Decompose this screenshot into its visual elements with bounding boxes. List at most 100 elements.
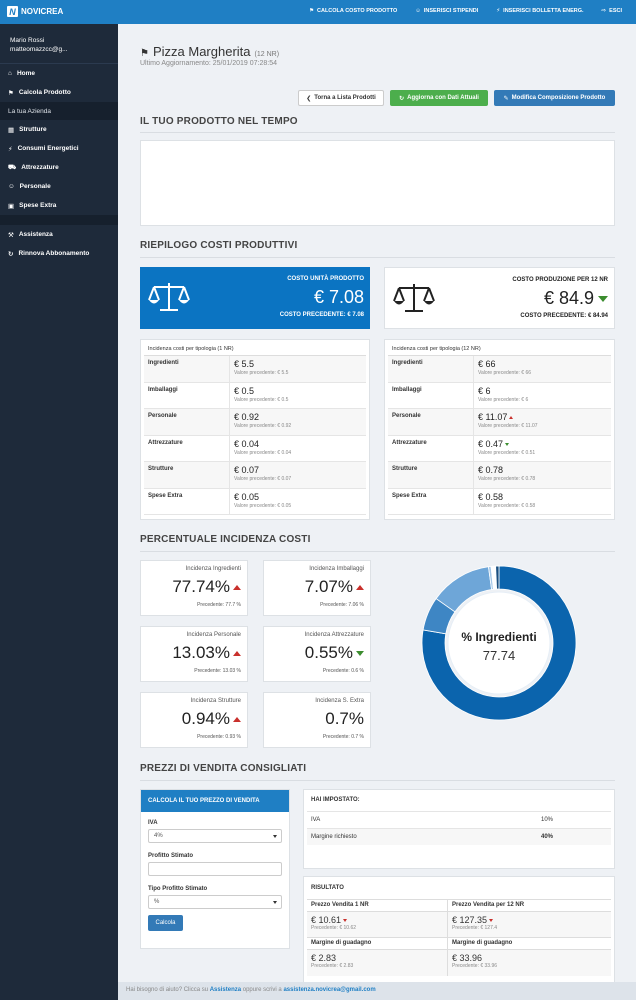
profit-input[interactable] — [148, 862, 282, 876]
setting-key: Margine richiesto — [311, 834, 357, 840]
iva-select[interactable]: 4% — [148, 829, 282, 843]
row-value-cell: € 0.5 Valore precedente: € 0.5 — [229, 382, 366, 408]
brand[interactable]: N NOVICREA — [7, 6, 63, 17]
row-value-cell: € 0.07 Valore precedente: € 0.07 — [229, 462, 366, 488]
table-row: Spese Extra € 0.58 Valore precedente: € 0.… — [388, 488, 611, 515]
donut-slice[interactable] — [495, 565, 500, 590]
pct-prev: Precedente: 13.03 % — [194, 668, 241, 674]
footer-text: oppure scrivi a — [242, 987, 282, 993]
footer-email-link[interactable]: assistenza.novicrea@gmail.com — [283, 987, 376, 993]
donut-title: % Ingredienti — [461, 630, 536, 644]
edit-button-label: Modifica Composizione Prodotto — [511, 95, 606, 101]
row-label: Personale — [392, 413, 421, 419]
pct-value-wrap: 0.7% — [325, 709, 364, 729]
row-label: Ingredienti — [148, 360, 179, 366]
table-title: Incidenza costi per tipologia (1 NR) — [144, 343, 366, 356]
refresh-icon: ↻ — [8, 250, 14, 258]
row-value: € 0.47 — [478, 438, 504, 449]
row-value: € 0.05 — [234, 491, 260, 502]
pct-label: Incidenza Personale — [186, 632, 241, 638]
sidebar-item-personale[interactable]: ☺ Personale — [0, 177, 118, 196]
setting-row-margine: Margine richiesto 40% — [307, 828, 611, 845]
pct-card: Incidenza Attrezzature 0.55% Precedente: 0… — [263, 626, 371, 682]
row-label: Strutture — [148, 466, 174, 472]
pct-label: Incidenza Attrezzature — [304, 632, 364, 638]
trend-down-icon — [343, 919, 348, 923]
result-cell: € 2.83 Precedente: € 2.83 — [307, 950, 447, 976]
table-row: Attrezzature € 0.47 Valore precedente: € 0… — [388, 435, 611, 462]
footer-assistenza-link[interactable]: Assistenza — [209, 987, 242, 993]
scale-icon — [393, 284, 435, 312]
row-label: Spese Extra — [392, 492, 427, 499]
trend-up-icon — [233, 584, 241, 590]
iva-label: IVA — [148, 820, 158, 826]
row-prev: Valore precedente: € 0.05 — [234, 502, 292, 509]
profit-type-label: Tipo Profitto Stimato — [148, 886, 208, 892]
sidebar-item-attrezzature[interactable]: ⛟ Attrezzature — [0, 158, 118, 177]
sidebar-item-label: Consumi Energetici — [17, 145, 79, 152]
pct-value: 7.07% — [304, 577, 353, 596]
tag-icon: ⚑ — [140, 48, 149, 59]
topnav-esci[interactable]: ⇨ ESCI — [602, 8, 622, 14]
row-value-cell: € 5.5 Valore precedente: € 5.5 — [229, 356, 366, 382]
section-time: IL TUO PRODOTTO NEL TEMPO — [140, 116, 298, 127]
result-value: € 10.61 — [311, 915, 342, 925]
update-button[interactable]: ↻ Aggiorna con Dati Attuali — [390, 90, 488, 106]
table-row: Spese Extra € 0.05 Valore precedente: € 0.… — [144, 488, 366, 515]
setting-row-iva: IVA 10% — [307, 811, 611, 828]
result-header-row: Margine di guadagno Margine di guadagno — [307, 938, 611, 950]
sidebar-item-assistenza[interactable]: ⚒ Assistenza — [0, 225, 118, 244]
pct-value-wrap: 7.07% — [305, 577, 364, 597]
result-cell: € 33.96 Precedente: € 33.96 — [447, 950, 611, 976]
tag-icon: ⚑ — [8, 89, 14, 97]
topnav-stipendi[interactable]: ☺ INSERISCI STIPENDI — [415, 8, 478, 14]
sidebar-item-strutture[interactable]: ▦ Strutture — [0, 120, 118, 139]
calcola-button[interactable]: Calcola — [148, 915, 183, 931]
sidebar-item-calcola[interactable]: ⚑ Calcola Prodotto — [0, 83, 118, 102]
row-value: € 0.58 — [478, 491, 504, 502]
unit-cost-prev: COSTO PRECEDENTE: € 7.08 — [279, 312, 364, 318]
pencil-icon: ✎ — [503, 95, 509, 102]
donut-slice[interactable] — [421, 565, 577, 721]
trend-up-icon — [233, 650, 241, 656]
pct-prev: Precedente: 0.93 % — [197, 734, 241, 740]
sidebar: Mario Rossi matteomazzcc@g... ⌂ Home ⚑ Cal… — [0, 24, 118, 1000]
sidebar-item-label: Rinnova Abbonamento — [18, 250, 90, 257]
sidebar-item-home[interactable]: ⌂ Home — [0, 64, 118, 83]
topnav-bolletta[interactable]: ⚡ INSERISCI BOLLETTA ENERG. — [496, 8, 583, 14]
sidebar-item-consumi[interactable]: ⚡ Consumi Energetici — [0, 139, 118, 158]
edit-composition-button[interactable]: ✎ Modifica Composizione Prodotto — [494, 90, 615, 106]
page-title: ⚑ Pizza Margherita (12 NR) — [140, 44, 279, 59]
row-prev: Valore precedente: € 0.5 — [234, 396, 289, 403]
back-button-label: Torna a Lista Prodotti — [314, 95, 376, 101]
row-label: Strutture — [392, 466, 418, 472]
table-row: Ingredienti € 66 Valore precedente: € 66 — [388, 356, 611, 383]
row-value-cell: € 66 Valore precedente: € 66 — [473, 356, 611, 382]
profit-type-select[interactable]: % — [148, 895, 282, 909]
calc-body: IVA 4% Profitto Stimato Tipo Profitto St… — [141, 812, 289, 939]
table-row: Imballaggi € 6 Valore precedente: € 6 — [388, 382, 611, 409]
sidebar-item-spese[interactable]: ▣ Spese Extra — [0, 196, 118, 215]
back-button[interactable]: ❮ Torna a Lista Prodotti — [298, 90, 384, 106]
row-prev: Valore precedente: € 5.5 — [234, 370, 289, 376]
sidebar-item-label: Calcola Prodotto — [18, 89, 71, 96]
row-prev: Valore precedente: € 0.07 — [234, 476, 292, 482]
result-prev: Precedente: € 33.96 — [452, 963, 498, 969]
footer: Hai bisogno di aiuto? Clicca su Assisten… — [118, 982, 636, 1000]
divider — [140, 132, 615, 133]
topnav-calcola[interactable]: ⚑ CALCOLA COSTO PRODOTTO — [309, 8, 397, 14]
table-row: Personale € 0.92 Valore precedente: € 0.92 — [144, 409, 366, 436]
trend-down-icon — [356, 650, 364, 656]
row-value: € 66 — [478, 359, 496, 369]
row-value: € 11.07 — [478, 412, 508, 422]
pct-label: Incidenza Imballaggi — [309, 566, 364, 572]
row-value: € 0.07 — [234, 465, 260, 475]
pct-prev: Precedente: 0.7 % — [322, 734, 364, 740]
pct-card: Incidenza Imballaggi 7.07% Precedente: 7.0… — [263, 560, 371, 616]
result-label: Prezzo Vendita per 12 NR — [447, 900, 611, 911]
sidebar-item-rinnova[interactable]: ↻ Rinnova Abbonamento — [0, 244, 118, 263]
top-nav: ⚑ CALCOLA COSTO PRODOTTO ☺ INSERISCI STIPE… — [309, 8, 622, 14]
result-label: Prezzo Vendita 1 NR — [311, 902, 369, 908]
settings-summary: HAI IMPOSTATO: IVA 10% Margine richiesto 4… — [303, 789, 615, 869]
pct-label: Incidenza S. Extra — [315, 698, 364, 704]
